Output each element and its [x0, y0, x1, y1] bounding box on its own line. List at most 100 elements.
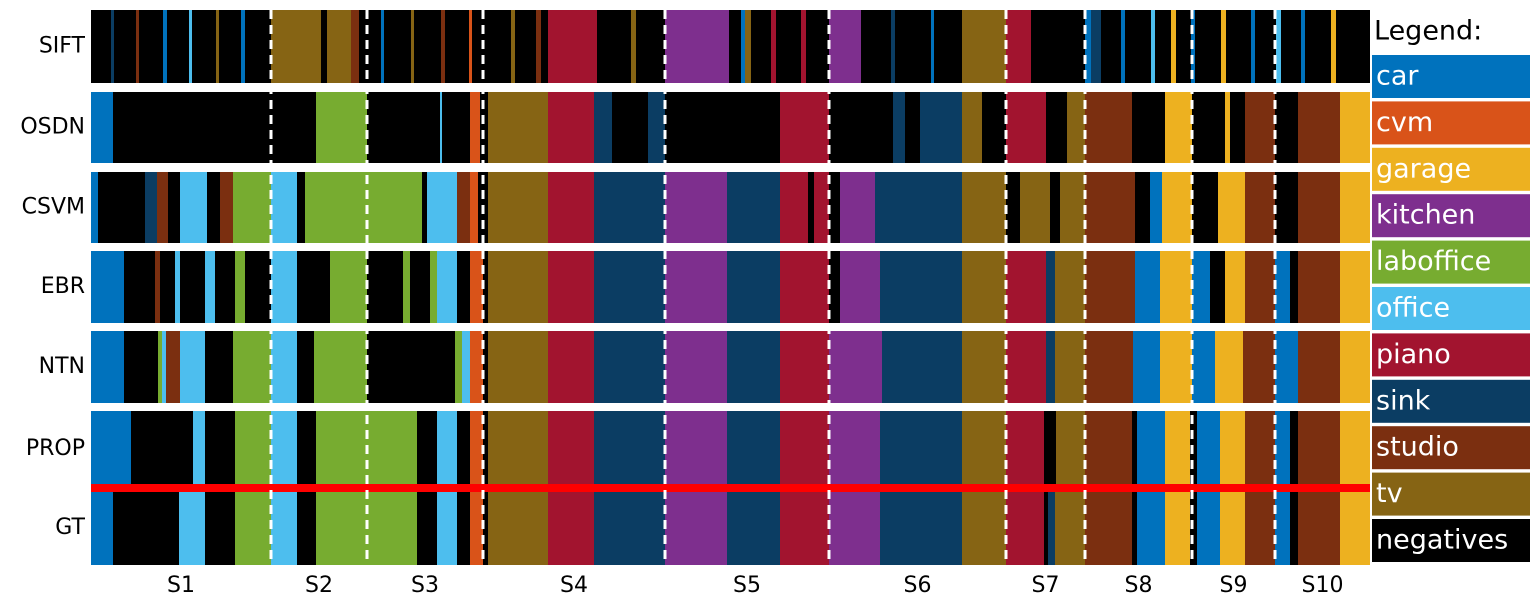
segment — [445, 10, 469, 83]
legend: car cvm garage kitchen laboffice office piano s… — [1372, 55, 1530, 562]
segment — [235, 491, 271, 565]
segment — [1125, 10, 1151, 83]
segment — [780, 491, 829, 565]
segment — [297, 172, 305, 243]
segment — [594, 411, 665, 487]
segment — [205, 411, 235, 487]
segment — [1137, 411, 1165, 487]
segment — [829, 251, 840, 323]
legend-label: garage — [1376, 153, 1471, 184]
segment — [1048, 491, 1055, 565]
legend-title: Legend: — [1374, 16, 1482, 47]
segment — [840, 172, 875, 243]
segment — [665, 491, 727, 565]
legend-swatch — [1372, 426, 1530, 470]
row-label: GT — [55, 515, 85, 540]
segment — [220, 172, 233, 243]
segment — [411, 10, 414, 83]
legend-swatch — [1372, 519, 1530, 562]
segment — [1243, 331, 1275, 403]
segment — [98, 172, 145, 243]
segment — [1197, 411, 1220, 487]
segment — [1085, 172, 1135, 243]
segment — [480, 92, 488, 163]
segment — [536, 10, 541, 83]
segment — [235, 411, 271, 487]
segment — [470, 251, 483, 323]
segment — [1121, 10, 1125, 83]
row-label: PROP — [26, 436, 85, 461]
segment — [806, 10, 829, 83]
segment — [1162, 172, 1192, 243]
segment — [488, 92, 548, 163]
segment — [442, 92, 470, 163]
segment — [470, 172, 478, 243]
segment — [745, 10, 751, 83]
segment — [207, 172, 220, 243]
segment — [205, 251, 215, 323]
segment — [1044, 491, 1048, 565]
segment — [801, 10, 806, 83]
segment — [91, 172, 98, 243]
segment — [1245, 92, 1275, 163]
segment — [219, 10, 241, 83]
legend-swatch — [1372, 379, 1530, 423]
segment — [180, 251, 205, 323]
segment — [1192, 172, 1218, 243]
segment — [271, 331, 297, 403]
segment — [780, 251, 829, 323]
segment — [829, 92, 893, 163]
legend-label: tv — [1376, 478, 1403, 509]
segment — [1340, 92, 1370, 163]
segment — [729, 10, 741, 83]
segment — [880, 251, 962, 323]
legend-label: laboffice — [1376, 246, 1491, 277]
legend-label: negatives — [1376, 525, 1508, 556]
segment — [111, 10, 114, 83]
segment — [829, 411, 880, 487]
legend-swatch — [1372, 147, 1530, 191]
segment — [1006, 172, 1020, 243]
segment — [1245, 251, 1275, 323]
segment — [829, 10, 861, 83]
segment — [880, 411, 962, 487]
segment — [727, 331, 780, 403]
segment — [367, 251, 403, 323]
segment — [1336, 10, 1370, 83]
segment — [1298, 92, 1340, 163]
segment — [1176, 10, 1191, 83]
segment — [321, 10, 327, 83]
segment — [1230, 92, 1245, 163]
segment — [829, 172, 840, 243]
segment — [891, 10, 895, 83]
segment — [430, 251, 437, 323]
segment — [297, 491, 316, 565]
session-label: S7 — [1032, 573, 1060, 598]
segment — [216, 10, 219, 83]
row-label: NTN — [39, 354, 85, 379]
segment — [1085, 411, 1132, 487]
segment — [1226, 10, 1251, 83]
segment — [548, 331, 594, 403]
legend-swatch — [1372, 287, 1530, 330]
segment — [131, 411, 193, 487]
segment — [1006, 411, 1044, 487]
segment — [1085, 491, 1132, 565]
segment — [665, 411, 727, 487]
segment — [483, 411, 488, 487]
segment — [297, 251, 330, 323]
segment — [905, 92, 920, 163]
segment — [233, 172, 271, 243]
segment — [488, 411, 548, 487]
segment — [179, 491, 205, 565]
segment — [1298, 331, 1340, 403]
segment — [814, 172, 829, 243]
segment — [776, 10, 801, 83]
segment — [1225, 251, 1245, 323]
segment — [962, 172, 1006, 243]
segment — [1192, 251, 1210, 323]
session-label: S3 — [411, 573, 439, 598]
segment — [1085, 331, 1133, 403]
segment — [1290, 491, 1298, 565]
segment — [1160, 251, 1192, 323]
